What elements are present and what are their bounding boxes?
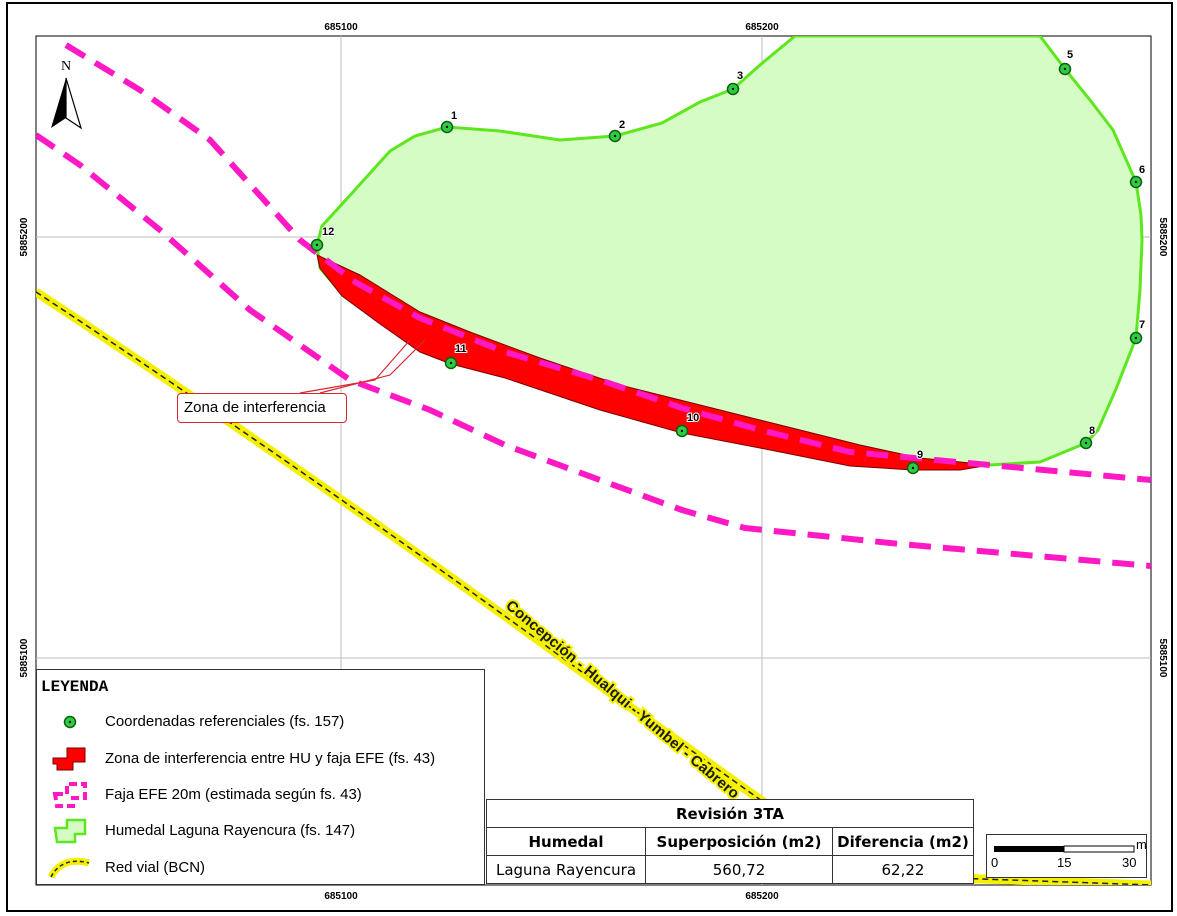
point-center [315, 243, 319, 247]
table-cell: 560,72 [645, 855, 833, 884]
coord-left-5885100: 5885100 [19, 638, 30, 677]
coord-top-685200: 685200 [745, 22, 779, 33]
reference-point: 8 [1079, 424, 1096, 450]
reference-point-label: 8 [1089, 425, 1095, 437]
reference-point: 12 [310, 225, 335, 252]
reference-point: 11 [444, 342, 468, 370]
callout-leader-2 [319, 339, 426, 394]
interference-callout: Zona de interferencia [177, 393, 347, 423]
coord-left-5885200: 5885200 [19, 217, 30, 256]
point-center [613, 134, 617, 138]
table-header-row: Humedal Superposición (m2) Diferencia (m… [486, 827, 974, 856]
table-cell: 62,22 [832, 855, 974, 884]
efe-strip-south [36, 132, 1151, 569]
road-line-icon [47, 857, 90, 879]
reference-point-label: 11 [455, 343, 467, 355]
scale-unit: m [1136, 837, 1147, 852]
scale-tick: 30 [1122, 855, 1137, 870]
scale-bar: m 0 15 30 [986, 834, 1147, 878]
red-polygon-icon [52, 747, 86, 771]
legend-item-points: Coordenadas referenciales (fs. 157) [37, 707, 486, 737]
legend-item-efe: Faja EFE 20m (estimada según fs. 43) [37, 780, 486, 810]
scale-bar-graphic [994, 845, 1135, 853]
legend-label: Humedal Laguna Rayencura (fs. 147) [105, 822, 356, 839]
reference-point: 7 [1129, 318, 1146, 345]
point-center [1134, 180, 1138, 184]
efe-strip-north [64, 42, 1151, 483]
scale-tick: 15 [1057, 855, 1072, 870]
legend-label: Faja EFE 20m (estimada según fs. 43) [105, 786, 362, 803]
legend-item-interference: Zona de interferencia entre HU y faja EF… [37, 744, 486, 774]
reference-point: 1 [440, 109, 458, 134]
reference-point: 3 [726, 69, 744, 96]
revision-table: Revisión 3TA Humedal Superposición (m2) … [486, 799, 974, 884]
scale-tick: 0 [991, 855, 999, 870]
point-center [1084, 441, 1088, 445]
legend-item-wetland: Humedal Laguna Rayencura (fs. 147) [37, 816, 486, 846]
point-center [1134, 336, 1138, 340]
reference-point: 10 [675, 411, 700, 438]
point-center [449, 361, 453, 365]
coord-bottom-685100: 685100 [324, 891, 358, 902]
legend-label: Red vial (BCN) [105, 859, 206, 876]
legend: LEYENDA Coordenadas referenciales (fs. 1… [36, 669, 485, 885]
legend-item-road: Red vial (BCN) [37, 853, 486, 883]
table-title: Revisión 3TA [486, 799, 974, 828]
reference-point-label: 5 [1067, 49, 1073, 61]
reference-point-label: 10 [687, 412, 699, 424]
reference-point: 2 [608, 118, 626, 143]
point-center [731, 87, 735, 91]
coord-right-5885200: 5885200 [1157, 218, 1168, 257]
reference-point-label: 1 [451, 110, 457, 122]
reference-point-label: 9 [917, 449, 923, 461]
north-arrow-icon: N [51, 59, 83, 130]
reference-point-label: 3 [737, 70, 743, 82]
coord-right-5885100: 5885100 [1157, 639, 1168, 678]
north-label: N [61, 59, 71, 74]
callout-leader [299, 339, 411, 394]
point-center [911, 466, 915, 470]
point-center [1063, 67, 1067, 71]
table-header: Superposición (m2) [645, 827, 833, 856]
coord-bottom-685200: 685200 [745, 891, 779, 902]
callout-text: Zona de interferencia [184, 399, 326, 416]
legend-label: Zona de interferencia entre HU y faja EF… [105, 750, 436, 767]
magenta-dashed-polygon-icon [52, 782, 87, 808]
point-center [680, 429, 684, 433]
table-cell: Laguna Rayencura [486, 855, 646, 884]
table-row: Laguna Rayencura 560,72 62,22 [486, 855, 974, 884]
green-polygon-icon [53, 818, 87, 844]
table-header: Diferencia (m2) [832, 827, 974, 856]
reference-point-label: 12 [322, 226, 334, 238]
legend-title: LEYENDA [41, 678, 109, 696]
coord-top-685100: 685100 [324, 22, 358, 33]
reference-point-label: 2 [619, 119, 625, 131]
point-center [445, 125, 449, 129]
green-point-icon [63, 715, 77, 729]
reference-point-label: 7 [1139, 319, 1145, 331]
reference-point: 6 [1129, 163, 1146, 189]
reference-point-label: 6 [1139, 164, 1145, 176]
reference-point: 5 [1058, 48, 1074, 76]
table-header: Humedal [486, 827, 646, 856]
legend-label: Coordenadas referenciales (fs. 157) [105, 713, 345, 730]
reference-point: 9 [906, 448, 924, 475]
